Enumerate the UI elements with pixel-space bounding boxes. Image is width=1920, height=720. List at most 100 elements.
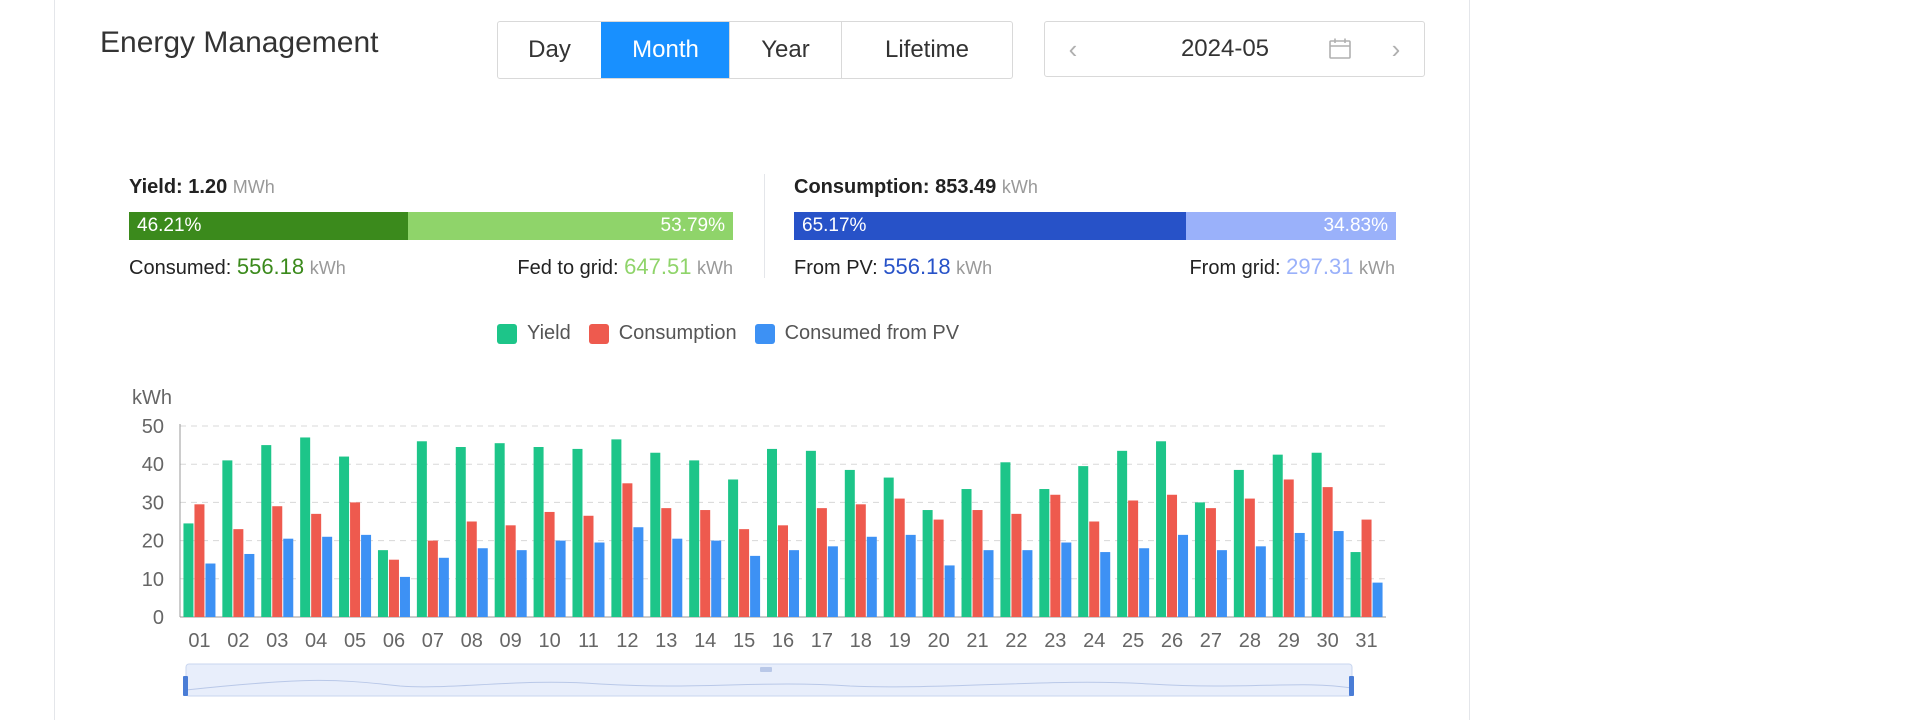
zoom-slider-preview (185, 679, 1353, 691)
bar-consumed-from-pv (438, 557, 449, 617)
bar-consumption (1050, 494, 1061, 617)
chevron-right-icon[interactable]: › (1391, 34, 1401, 64)
zoom-grip-icon (760, 667, 772, 672)
x-tick-label: 30 (1317, 630, 1339, 652)
legend-label-consumption: Consumption (618, 322, 737, 344)
tab-lifetime[interactable]: Lifetime (841, 22, 1012, 78)
chevron-left-icon[interactable]: ‹ (1068, 34, 1078, 64)
from-pv-value: 556.18 (883, 254, 951, 279)
y-tick-label: 50 (142, 416, 164, 438)
date-value[interactable]: 2024-05 (1180, 35, 1270, 62)
yield-fed-unit: kWh (697, 258, 733, 278)
y-axis-label: kWh (132, 387, 172, 409)
bar-yield (650, 452, 661, 617)
bar-consumed-from-pv (1333, 531, 1344, 617)
bar-consumption (1283, 479, 1294, 617)
bar-consumed-from-pv (1294, 532, 1305, 617)
bar-consumption (1167, 494, 1178, 617)
bar-consumed-from-pv (672, 538, 683, 617)
zoom-handle-right[interactable] (1349, 676, 1354, 696)
yield-label: Yield: (129, 176, 183, 198)
bar-consumed-from-pv (205, 563, 216, 617)
bar-consumed-from-pv (1022, 550, 1033, 617)
bar-consumption (972, 510, 983, 617)
x-tick-label: 28 (1239, 630, 1261, 652)
bar-consumption (1361, 519, 1372, 617)
yield-consumed-label: Consumed: (129, 257, 232, 279)
x-tick-label: 24 (1083, 630, 1105, 652)
bar-consumption (1244, 498, 1255, 617)
yield-consumed: Consumed: 556.18 kWh (129, 254, 346, 280)
bar-consumption (583, 515, 594, 617)
bar-yield (300, 437, 311, 617)
x-tick-label: 20 (927, 630, 949, 652)
from-pv-label: From PV: (794, 257, 878, 279)
page-title: Energy Management (100, 26, 379, 59)
bar-consumed-from-pv (866, 536, 877, 617)
bar-consumed-from-pv (361, 534, 372, 617)
x-tick-label: 18 (850, 630, 872, 652)
x-tick-label: 07 (422, 630, 444, 652)
from-grid-label: From grid: (1189, 257, 1281, 279)
zoom-handle-left[interactable] (183, 676, 188, 696)
legend-item-consumed-from-pv[interactable]: Consumed from PV (754, 322, 959, 345)
bar-consumption (816, 508, 827, 617)
bar-consumed-from-pv (1061, 542, 1072, 617)
bar-yield (961, 489, 972, 617)
x-tick-label: 15 (733, 630, 755, 652)
x-tick-label: 16 (772, 630, 794, 652)
bar-yield (728, 479, 739, 617)
x-tick-label: 23 (1044, 630, 1066, 652)
bar-yield (339, 456, 350, 617)
bar-consumption (1011, 513, 1022, 617)
calendar-icon[interactable] (1328, 37, 1352, 61)
bar-consumption (194, 504, 205, 617)
summary-divider (764, 174, 765, 278)
x-tick-label: 05 (344, 630, 366, 652)
yield-fed: Fed to grid: 647.51 kWh (517, 254, 733, 280)
x-tick-label: 14 (694, 630, 716, 652)
x-tick-label: 12 (616, 630, 638, 652)
bar-yield (416, 441, 427, 617)
bar-yield (572, 448, 583, 617)
legend-label-yield: Yield (527, 322, 571, 344)
legend-item-consumption[interactable]: Consumption (588, 322, 737, 345)
bar-consumption (778, 525, 788, 617)
bar-consumed-from-pv (1255, 546, 1266, 617)
date-picker[interactable]: ‹ 2024-05 › (1044, 21, 1425, 77)
bar-yield (883, 477, 894, 617)
bar-consumption (388, 559, 399, 617)
bar-consumed-from-pv (594, 542, 605, 617)
from-grid-value: 297.31 (1286, 254, 1354, 279)
bar-consumed-from-pv (555, 540, 566, 617)
consumption-grid-segment: 34.83% (1186, 212, 1396, 240)
bar-consumed-from-pv (244, 553, 255, 617)
bar-consumption (1089, 521, 1100, 617)
bar-consumption (933, 519, 944, 617)
x-tick-label: 25 (1122, 630, 1144, 652)
x-tick-label: 01 (188, 630, 210, 652)
bar-yield (261, 445, 272, 617)
x-tick-label: 17 (811, 630, 833, 652)
bar-yield (1117, 450, 1128, 617)
bar-yield (183, 523, 194, 617)
tab-month[interactable]: Month (601, 22, 729, 78)
bar-consumed-from-pv (1139, 548, 1150, 617)
tab-year[interactable]: Year (729, 22, 841, 78)
bar-consumed-from-pv (1178, 534, 1189, 617)
legend-item-yield[interactable]: Yield (497, 322, 571, 345)
bar-consumed-from-pv (827, 546, 838, 617)
tab-day[interactable]: Day (528, 36, 571, 63)
x-tick-label: 04 (305, 630, 327, 652)
bar-yield (689, 460, 700, 617)
y-tick-label: 10 (142, 569, 164, 591)
bar-consumed-from-pv (944, 565, 955, 617)
bar-yield (844, 469, 855, 617)
bar-consumed-from-pv (477, 548, 488, 617)
bar-consumed-from-pv (516, 550, 527, 617)
bar-yield (494, 443, 505, 617)
bar-yield (533, 447, 544, 617)
bar-consumed-from-pv (399, 576, 410, 617)
bar-consumed-from-pv (905, 534, 916, 617)
